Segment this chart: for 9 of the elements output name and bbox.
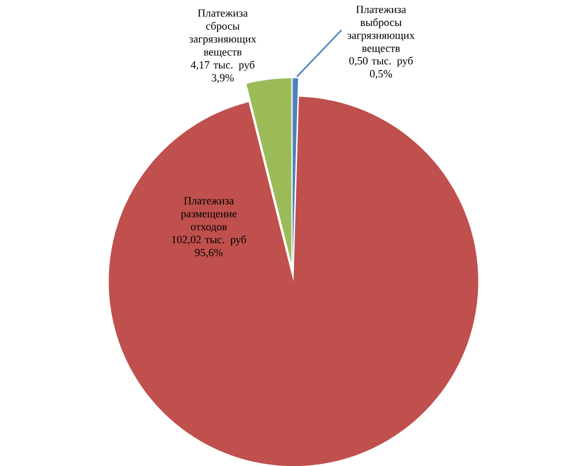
text: 95,6% [195,248,223,258]
text: 0,5% [370,70,392,79]
slice-label: Платежиза сбросы загрязняющих веществ [189,9,256,58]
data-label: 102,02 тыс. руб [172,235,246,246]
data-label: 4,17 тыс. руб [190,60,254,71]
data-label: 0,50 тыс. руб [349,56,413,67]
slice-label: Платежиза выбросы загрязняющих веществ [348,6,415,54]
slice-label: Платежиза размещение отходов [180,197,237,232]
text: 3,9% [212,74,234,84]
